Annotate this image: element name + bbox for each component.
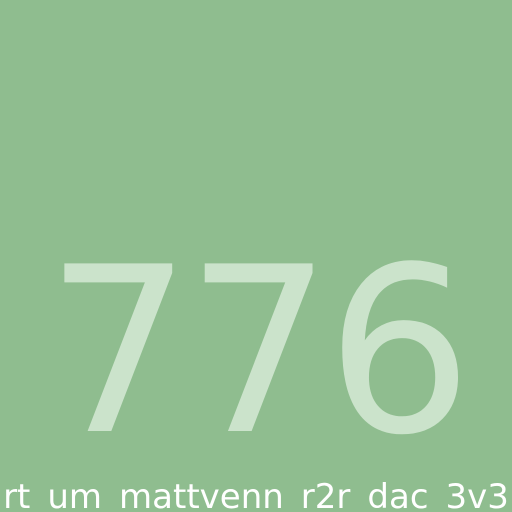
project-caption: rt_um_mattvenn_r2r_dac_3v3	[3, 477, 509, 512]
project-number: 776	[45, 219, 473, 486]
